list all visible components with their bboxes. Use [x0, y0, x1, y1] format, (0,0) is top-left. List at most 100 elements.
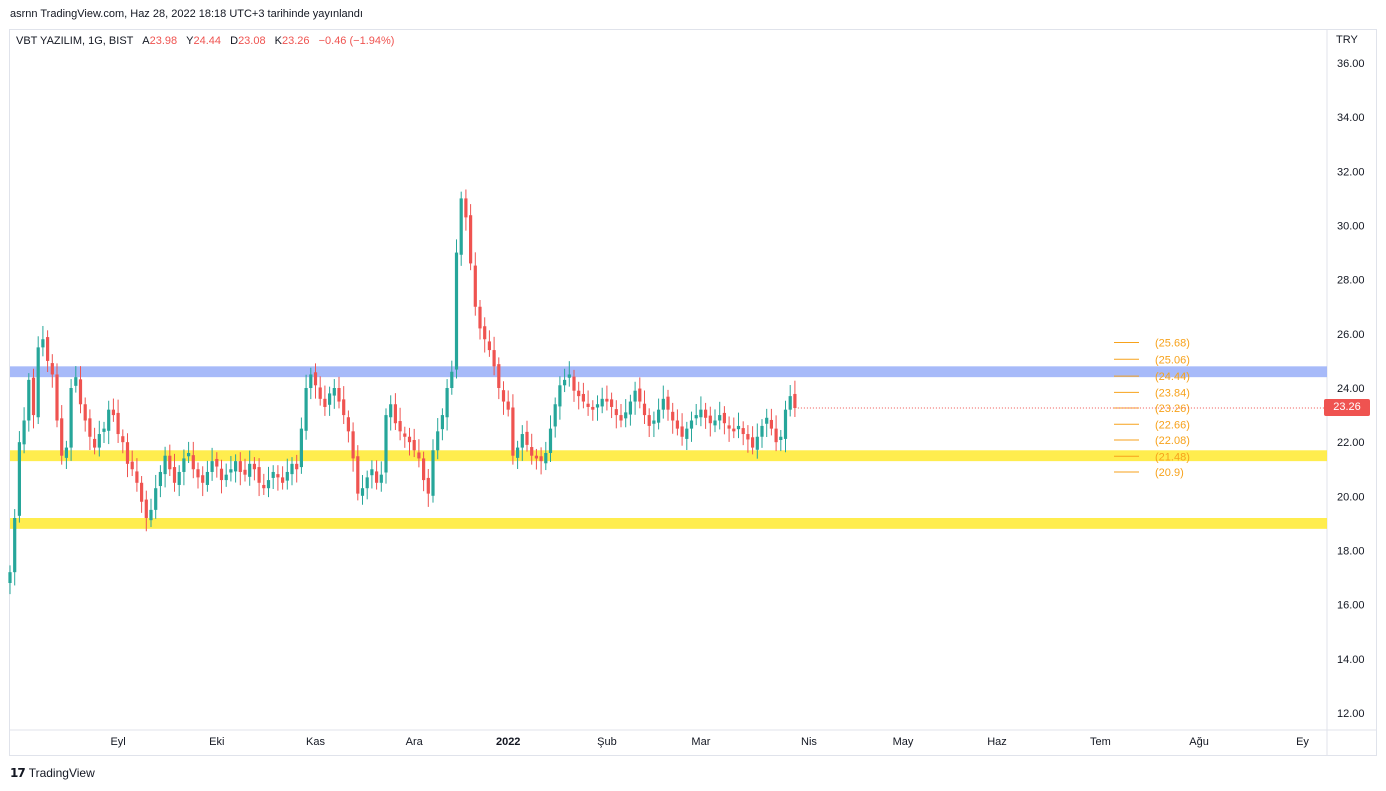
candle-body [285, 471, 289, 481]
candle-body [398, 421, 402, 432]
candle-body [111, 409, 115, 416]
candle-body [769, 419, 773, 429]
y-tick-label: 16.00 [1337, 600, 1365, 612]
candle-body [177, 471, 181, 485]
fib-level-label: (22.66) [1155, 419, 1190, 431]
candle-body [219, 468, 224, 481]
candle-body [473, 265, 477, 307]
candle-body [567, 374, 571, 378]
candle-body [450, 371, 454, 388]
candle-body [454, 252, 459, 370]
candle-body [732, 428, 736, 432]
candle-body [13, 518, 17, 573]
candle-body [577, 390, 581, 397]
candle-body [201, 475, 205, 483]
candle-body [50, 363, 54, 375]
candle-body [332, 388, 336, 396]
candle-body [680, 426, 684, 437]
candle-body [624, 412, 628, 419]
open-label: A [142, 35, 150, 47]
candle-body [262, 484, 266, 489]
candle-body [765, 417, 769, 424]
candle-body [346, 417, 350, 432]
candle-body [746, 434, 750, 440]
published-line: asrnn TradingView.com, Haz 28, 2022 18:1… [10, 8, 363, 20]
x-tick-label: Ağu [1189, 736, 1209, 748]
candle-body [492, 350, 496, 367]
fib-level-label: (25.06) [1155, 354, 1190, 366]
low-value: 23.08 [238, 35, 266, 47]
candle-body [144, 499, 148, 518]
y-tick-label: 18.00 [1337, 546, 1365, 558]
brand-name: TradingView [28, 766, 95, 780]
x-tick-label: Tem [1090, 736, 1111, 748]
candle-body [436, 431, 440, 451]
y-tick-label: 30.00 [1337, 221, 1365, 233]
candle-body [539, 456, 543, 462]
candle-body [595, 404, 600, 408]
candle-body [581, 393, 585, 402]
candle-body [370, 469, 374, 476]
candle-body [652, 420, 656, 424]
candle-body [741, 428, 745, 435]
tradingview-brand[interactable]: 𝟭𝟳 TradingView [10, 766, 95, 780]
candle-body [60, 418, 64, 456]
candle-body [501, 390, 506, 402]
fib-level-label: (21.48) [1155, 451, 1190, 463]
fib-level-label: (23.84) [1155, 387, 1190, 399]
candle-body [318, 387, 322, 399]
x-tick-label: 2022 [496, 736, 520, 748]
candle-body [483, 326, 487, 340]
currency-label: TRY [1336, 34, 1358, 46]
candle-body [304, 388, 308, 431]
chart-frame [9, 29, 1377, 756]
candle-body [422, 458, 426, 481]
candle-body [704, 409, 708, 418]
candle-body [497, 364, 501, 388]
candle-body [751, 437, 755, 448]
candle-body [224, 474, 228, 481]
x-tick-label: Eyl [110, 736, 125, 748]
candle-body [605, 398, 609, 402]
candle-body [229, 469, 233, 473]
open-value: 23.98 [149, 35, 178, 47]
candle-body [727, 425, 731, 429]
candle-body [64, 447, 68, 458]
candle-body [779, 436, 783, 440]
candle-body [525, 431, 529, 445]
high-label: Y [186, 35, 194, 47]
candle-body [713, 420, 717, 426]
candle-body [445, 388, 449, 418]
candle-body [426, 477, 430, 494]
candle-body [553, 404, 557, 427]
candle-body [403, 433, 407, 437]
candle-body [487, 341, 491, 351]
candle-body [600, 398, 604, 407]
low-label: D [230, 35, 239, 47]
x-tick-label: Mar [691, 736, 710, 748]
candle-body [187, 453, 191, 457]
candle-body [389, 404, 393, 418]
candle-body [393, 404, 397, 424]
candle-body [379, 474, 383, 483]
candle-body [633, 390, 637, 402]
candle-body [196, 469, 200, 478]
candle-body [55, 374, 59, 421]
candle-body [544, 453, 548, 464]
x-tick-label: Eki [209, 736, 224, 748]
candle-body [506, 401, 510, 410]
candle-body [755, 436, 759, 450]
candle-body [356, 456, 360, 494]
x-tick-label: Ara [406, 736, 424, 748]
candle-body [102, 428, 106, 432]
y-tick-label: 24.00 [1337, 383, 1365, 395]
candle-body [431, 450, 435, 496]
candle-body [591, 406, 595, 410]
candle-body [36, 347, 40, 418]
candle-body [365, 477, 369, 489]
candle-body [17, 442, 21, 516]
candle-body [248, 463, 252, 477]
candle-body [736, 425, 741, 430]
candle-body [149, 509, 153, 521]
